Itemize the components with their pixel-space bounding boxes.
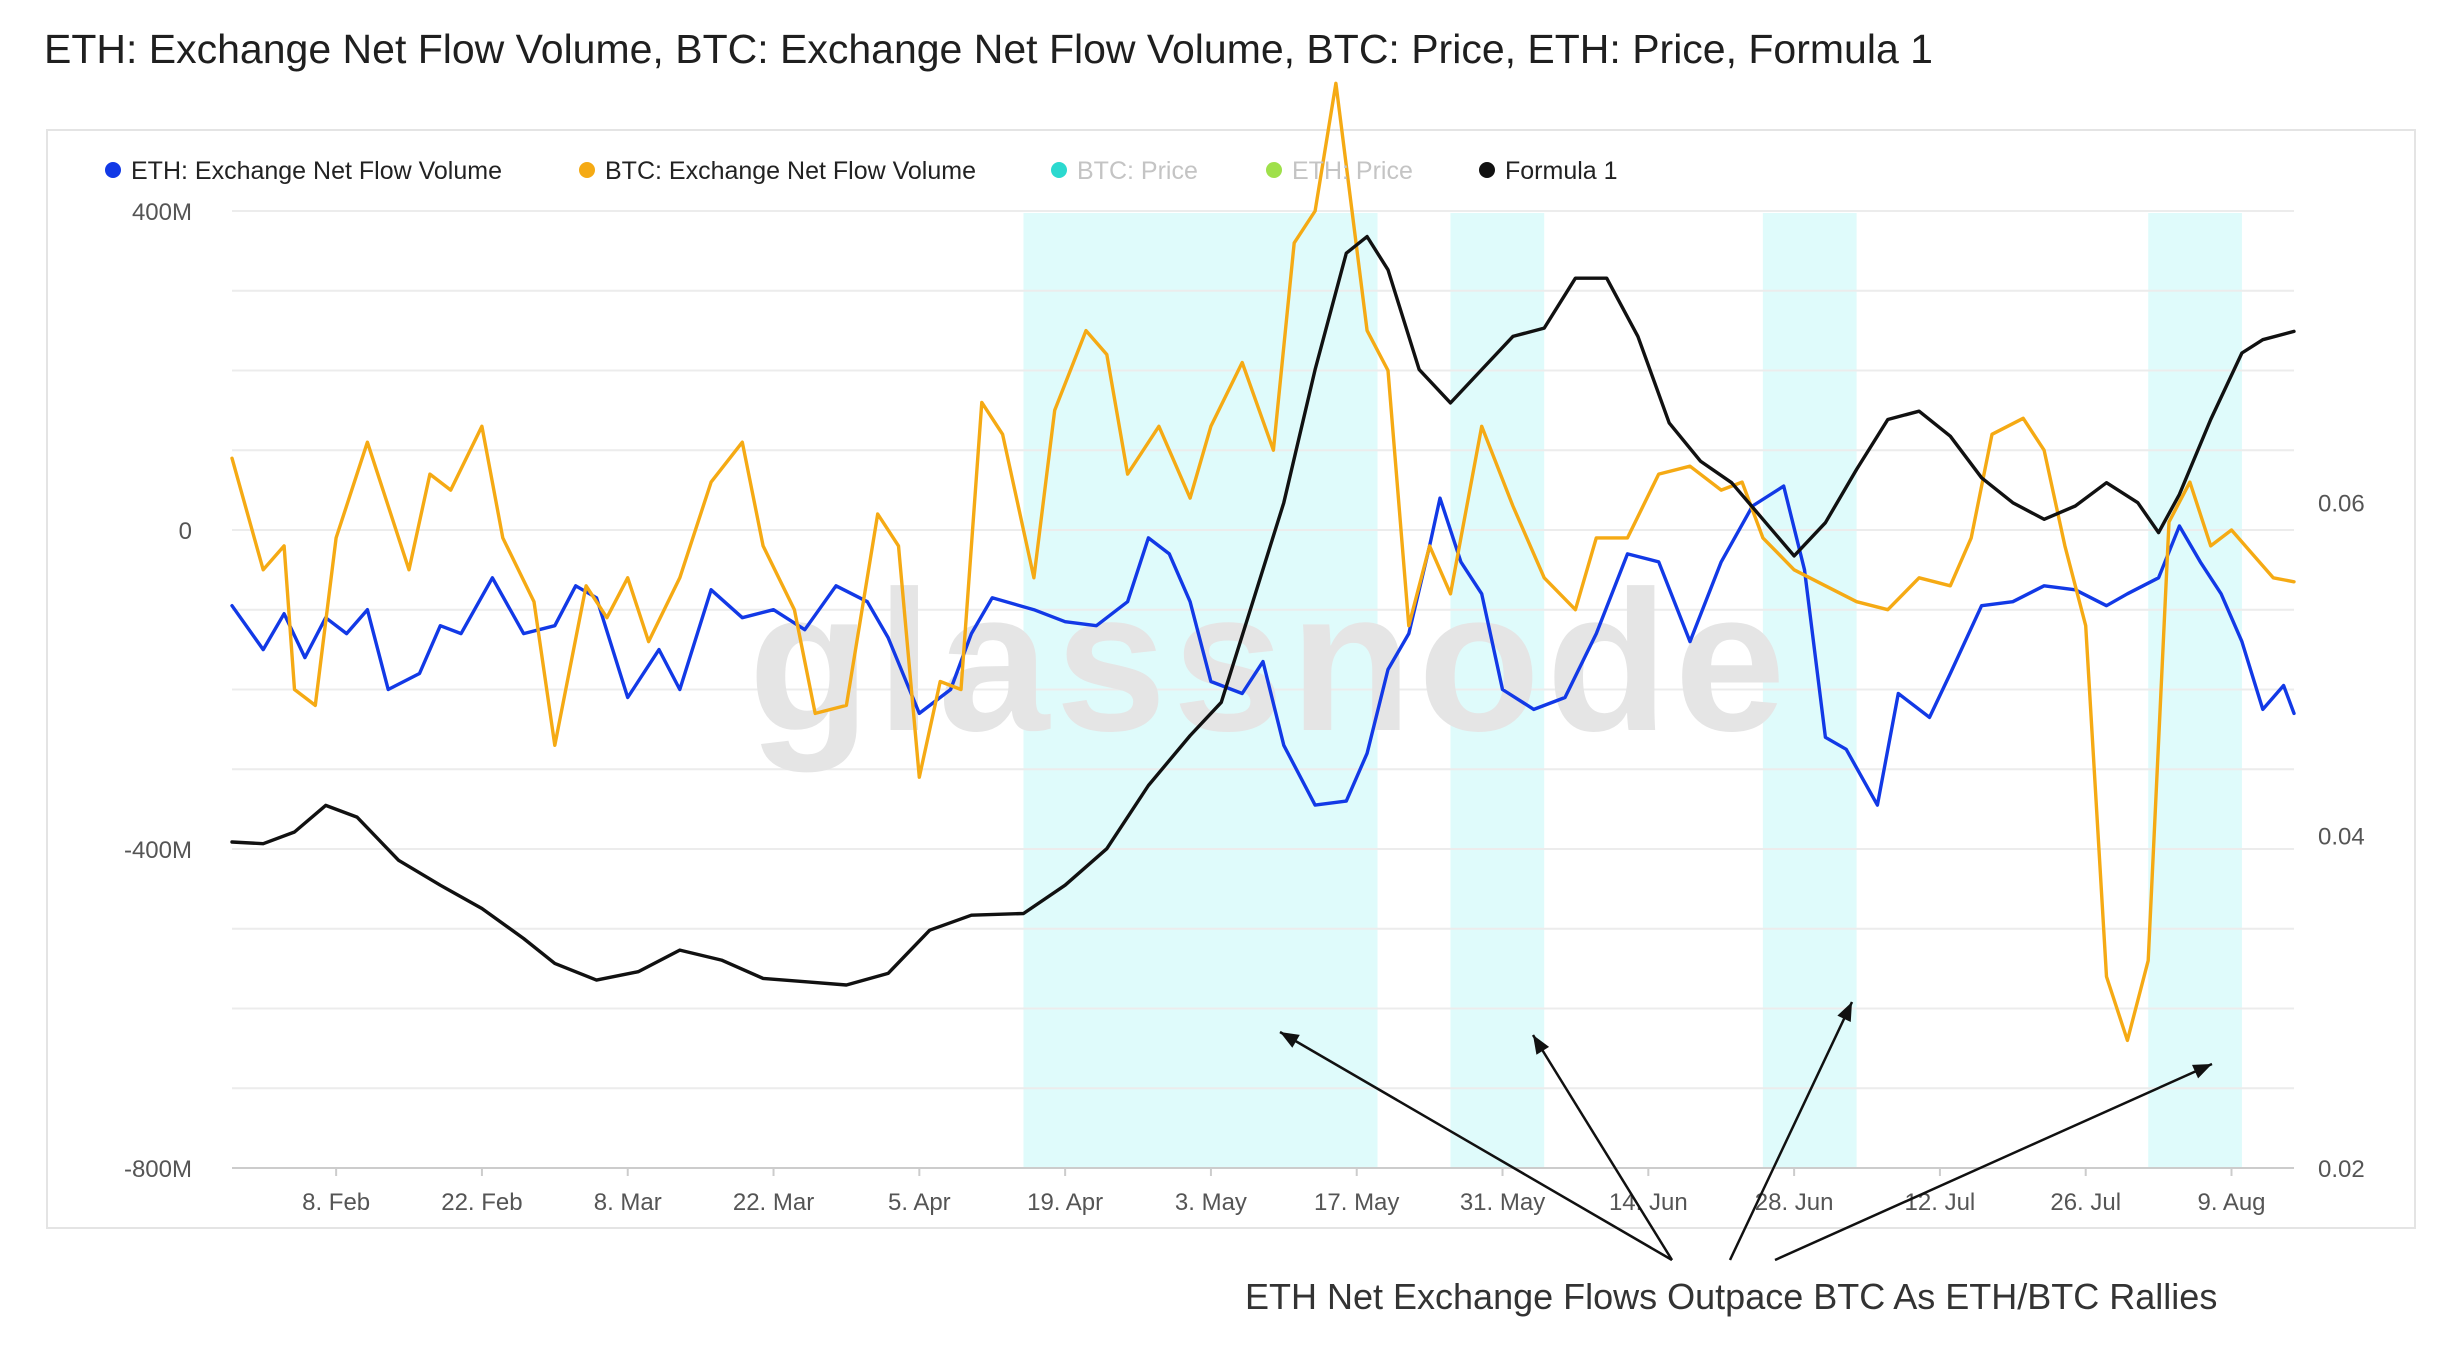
x-tick-label: 26. Jul	[2050, 1189, 2121, 1216]
x-tick-label: 22. Mar	[733, 1189, 814, 1216]
annotation-arrow-head	[1280, 1032, 1300, 1048]
annotation-arrow-head	[1533, 1035, 1550, 1055]
y-right-tick-label: 0.04	[2318, 823, 2365, 850]
legend-marker	[105, 162, 121, 178]
series-line-formula-1	[230, 234, 2296, 987]
x-tick-label: 12. Jul	[1905, 1189, 1976, 1216]
annotation-arrow-head	[1837, 1002, 1852, 1022]
chart-frame	[46, 129, 2416, 1229]
annotation-arrow	[1279, 1030, 1673, 1262]
legend-marker	[1051, 162, 1067, 178]
x-tick-label: 17. May	[1314, 1189, 1399, 1216]
annotation-arrow-head	[2192, 1064, 2212, 1079]
x-tick-label: 8. Mar	[594, 1189, 662, 1216]
y-left-tick-label: -800M	[124, 1156, 192, 1183]
y-left-tick-label: -400M	[124, 837, 192, 864]
x-tick-label: 28. Jun	[1755, 1189, 1834, 1216]
x-tick-label: 5. Apr	[888, 1189, 951, 1216]
y-right-tick-label: 0.02	[2318, 1156, 2365, 1183]
y-left-tick-label: 400M	[132, 199, 192, 226]
legend-item-label[interactable]: ETH: Price	[1292, 157, 1413, 185]
legend: ETH: Exchange Net Flow Volume BTC: Exchan…	[105, 157, 1618, 185]
legend-item-label[interactable]: BTC: Price	[1077, 157, 1198, 185]
x-tick-label: 9. Aug	[2197, 1189, 2265, 1216]
annotation-arrow	[1728, 1001, 1854, 1261]
series-line-eth-exchange-net-flow-volume	[230, 484, 2296, 807]
annotation-arrow	[1774, 1062, 2213, 1262]
legend-marker	[1266, 162, 1282, 178]
x-tick-label: 14. Jun	[1609, 1189, 1688, 1216]
annotation-arrow	[1531, 1034, 1674, 1261]
grid-lines	[232, 209, 2294, 1169]
series-line-btc-exchange-net-flow-volume	[230, 81, 2296, 1043]
annotation-text: ETH Net Exchange Flows Outpace BTC As ET…	[1245, 1276, 2218, 1317]
series-lines	[230, 81, 2296, 1043]
x-tick-label: 19. Apr	[1027, 1189, 1103, 1216]
y-axis-right: 0.06 0.04 0.02	[2318, 491, 2365, 1183]
page-title: ETH: Exchange Net Flow Volume, BTC: Exch…	[44, 26, 1933, 72]
y-axis-left: 400M 0 -400M -800M	[124, 199, 192, 1183]
legend-marker	[579, 162, 595, 178]
annotation-arrows	[1279, 1001, 2213, 1262]
x-axis: 8. Feb 22. Feb 8. Mar 22. Mar 5. Apr 19. Apr 3…	[302, 1168, 2266, 1216]
legend-marker	[1479, 162, 1495, 178]
legend-item-label[interactable]: BTC: Exchange Net Flow Volume	[605, 157, 976, 185]
x-tick-label: 31. May	[1460, 1189, 1545, 1216]
x-tick-label: 3. May	[1175, 1189, 1247, 1216]
x-tick-label: 8. Feb	[302, 1189, 370, 1216]
x-tick-label: 22. Feb	[441, 1189, 522, 1216]
y-right-tick-label: 0.06	[2318, 491, 2365, 518]
legend-item-label[interactable]: ETH: Exchange Net Flow Volume	[131, 157, 502, 185]
legend-item-label[interactable]: Formula 1	[1505, 157, 1618, 185]
y-left-tick-label: 0	[179, 518, 192, 545]
watermark: glassnode	[748, 550, 1791, 773]
